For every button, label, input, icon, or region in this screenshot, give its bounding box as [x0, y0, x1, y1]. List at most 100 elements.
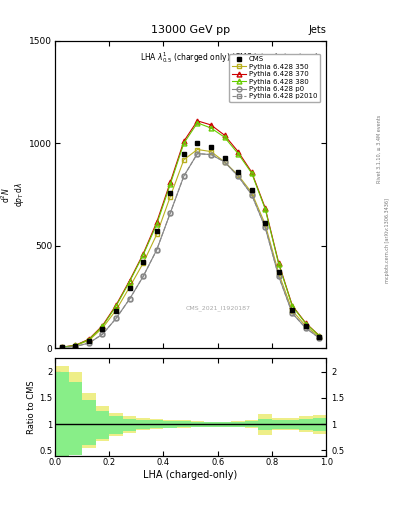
Pythia 6.428 380 — [86, 336, 91, 343]
Pythia 6.428 370 — [59, 344, 64, 350]
CMS — [290, 307, 295, 313]
Pythia 6.428 p0 — [263, 224, 268, 230]
Pythia 6.428 350 — [59, 344, 64, 350]
Pythia 6.428 350 — [86, 337, 91, 344]
Text: Jets: Jets — [309, 25, 326, 35]
Pythia 6.428 370 — [263, 205, 268, 211]
Pythia 6.428 350 — [222, 159, 227, 165]
Pythia 6.428 p0 — [222, 159, 227, 165]
Pythia 6.428 380 — [73, 343, 78, 349]
Pythia 6.428 p2010 — [182, 173, 186, 179]
Pythia 6.428 p2010 — [114, 315, 118, 322]
Pythia 6.428 370 — [303, 320, 308, 326]
Pythia 6.428 380 — [222, 134, 227, 140]
CMS — [263, 220, 268, 226]
CMS — [303, 323, 308, 329]
Pythia 6.428 380 — [182, 140, 186, 146]
Pythia 6.428 380 — [317, 333, 322, 339]
CMS — [141, 259, 145, 265]
Pythia 6.428 370 — [168, 179, 173, 185]
Pythia 6.428 380 — [209, 125, 213, 131]
Pythia 6.428 p2010 — [141, 273, 145, 280]
Line: Pythia 6.428 p2010: Pythia 6.428 p2010 — [59, 151, 322, 350]
CMS — [195, 140, 200, 146]
Pythia 6.428 370 — [73, 342, 78, 348]
Y-axis label: Ratio to CMS: Ratio to CMS — [28, 380, 36, 434]
Pythia 6.428 p0 — [249, 191, 254, 198]
Pythia 6.428 p0 — [114, 315, 118, 322]
Pythia 6.428 p0 — [100, 331, 105, 337]
Pythia 6.428 p0 — [86, 340, 91, 346]
Pythia 6.428 380 — [249, 170, 254, 176]
Pythia 6.428 p0 — [209, 152, 213, 158]
Pythia 6.428 p2010 — [100, 331, 105, 337]
Pythia 6.428 380 — [141, 252, 145, 258]
Text: CMS_2021_I1920187: CMS_2021_I1920187 — [185, 306, 250, 311]
Line: Pythia 6.428 350: Pythia 6.428 350 — [59, 147, 322, 350]
CMS — [127, 285, 132, 291]
Pythia 6.428 p2010 — [127, 296, 132, 302]
Pythia 6.428 350 — [154, 231, 159, 238]
CMS — [222, 155, 227, 161]
Pythia 6.428 p2010 — [73, 344, 78, 350]
Pythia 6.428 p2010 — [168, 210, 173, 216]
Pythia 6.428 p2010 — [290, 310, 295, 316]
CMS — [100, 326, 105, 332]
Pythia 6.428 p0 — [276, 273, 281, 280]
Pythia 6.428 p2010 — [303, 325, 308, 331]
Pythia 6.428 370 — [195, 118, 200, 124]
Pythia 6.428 350 — [141, 260, 145, 266]
Pythia 6.428 380 — [195, 120, 200, 126]
CMS — [317, 334, 322, 340]
CMS — [168, 189, 173, 196]
Pythia 6.428 p2010 — [86, 340, 91, 346]
Pythia 6.428 p0 — [303, 325, 308, 331]
Pythia 6.428 380 — [59, 344, 64, 350]
CMS — [154, 228, 159, 234]
Pythia 6.428 370 — [127, 278, 132, 284]
Pythia 6.428 p2010 — [209, 152, 213, 158]
Legend: CMS, Pythia 6.428 350, Pythia 6.428 370, Pythia 6.428 380, Pythia 6.428 p0, Pyth: CMS, Pythia 6.428 350, Pythia 6.428 370,… — [229, 54, 320, 102]
CMS — [59, 344, 64, 350]
Pythia 6.428 350 — [182, 157, 186, 163]
Pythia 6.428 p2010 — [59, 345, 64, 351]
Pythia 6.428 p2010 — [249, 191, 254, 198]
Line: Pythia 6.428 380: Pythia 6.428 380 — [59, 120, 322, 350]
Pythia 6.428 350 — [303, 323, 308, 329]
Pythia 6.428 380 — [114, 303, 118, 309]
Pythia 6.428 370 — [249, 169, 254, 175]
CMS — [249, 187, 254, 194]
Text: LHA $\lambda^{1}_{0.5}$ (charged only) (CMS jet substructure): LHA $\lambda^{1}_{0.5}$ (charged only) (… — [140, 50, 318, 65]
Pythia 6.428 350 — [290, 308, 295, 314]
Text: 13000 GeV pp: 13000 GeV pp — [151, 25, 230, 35]
Text: mcplots.cern.ch [arXiv:1306.3436]: mcplots.cern.ch [arXiv:1306.3436] — [385, 198, 389, 283]
Pythia 6.428 370 — [276, 260, 281, 266]
Pythia 6.428 380 — [154, 221, 159, 227]
Pythia 6.428 p0 — [154, 247, 159, 253]
Pythia 6.428 p2010 — [317, 335, 322, 341]
Pythia 6.428 p2010 — [195, 151, 200, 157]
Pythia 6.428 370 — [154, 219, 159, 225]
Pythia 6.428 p0 — [141, 273, 145, 280]
Pythia 6.428 350 — [317, 334, 322, 340]
Pythia 6.428 p0 — [317, 335, 322, 341]
Pythia 6.428 380 — [303, 321, 308, 327]
Pythia 6.428 380 — [127, 279, 132, 285]
Text: Rivet 3.1.10, ≥ 3.4M events: Rivet 3.1.10, ≥ 3.4M events — [377, 114, 382, 183]
Pythia 6.428 p0 — [236, 173, 241, 179]
CMS — [209, 144, 213, 151]
Pythia 6.428 p0 — [127, 296, 132, 302]
Pythia 6.428 380 — [168, 181, 173, 187]
CMS — [73, 343, 78, 349]
Pythia 6.428 370 — [182, 138, 186, 144]
Pythia 6.428 p0 — [290, 310, 295, 316]
Pythia 6.428 350 — [168, 194, 173, 200]
CMS — [114, 308, 118, 314]
Pythia 6.428 350 — [100, 325, 105, 331]
Pythia 6.428 380 — [276, 261, 281, 267]
Pythia 6.428 370 — [100, 323, 105, 329]
Pythia 6.428 380 — [236, 151, 241, 157]
CMS — [276, 269, 281, 275]
Pythia 6.428 350 — [276, 270, 281, 276]
Pythia 6.428 380 — [263, 206, 268, 212]
